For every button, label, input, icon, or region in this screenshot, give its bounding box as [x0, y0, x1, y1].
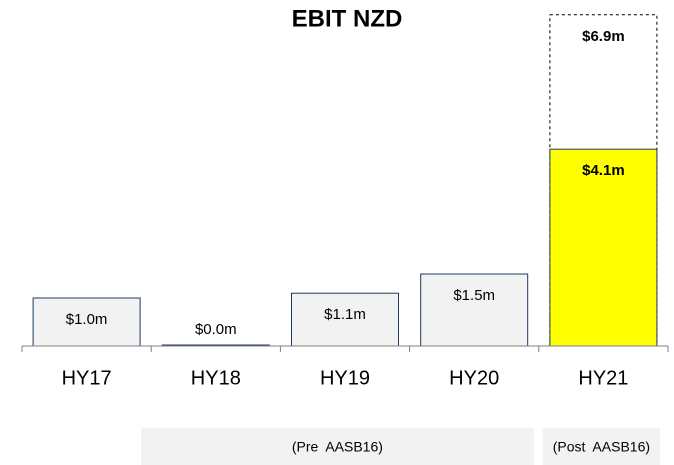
group-label: (Pre AASB16) [292, 439, 383, 455]
group-label: (Post AASB16) [553, 439, 650, 455]
bar [549, 148, 658, 347]
value-label: $1.5m [453, 287, 495, 304]
chart-title: EBIT NZD [292, 5, 403, 32]
bar [291, 292, 399, 347]
x-tick-label: HY17 [62, 367, 112, 389]
value-label: $6.9m [582, 28, 625, 45]
x-tick-label: HY21 [578, 367, 628, 389]
value-label: $1.0m [66, 311, 108, 328]
x-tick-label: HY20 [449, 367, 499, 389]
value-label: $4.1m [582, 162, 625, 179]
value-label: $0.0m [195, 321, 237, 338]
x-tick-label: HY19 [320, 367, 370, 389]
group-box [141, 428, 534, 465]
group-box [542, 428, 660, 465]
x-tick-label: HY18 [191, 367, 241, 389]
bar [420, 273, 529, 347]
value-label: $1.1m [324, 306, 366, 323]
